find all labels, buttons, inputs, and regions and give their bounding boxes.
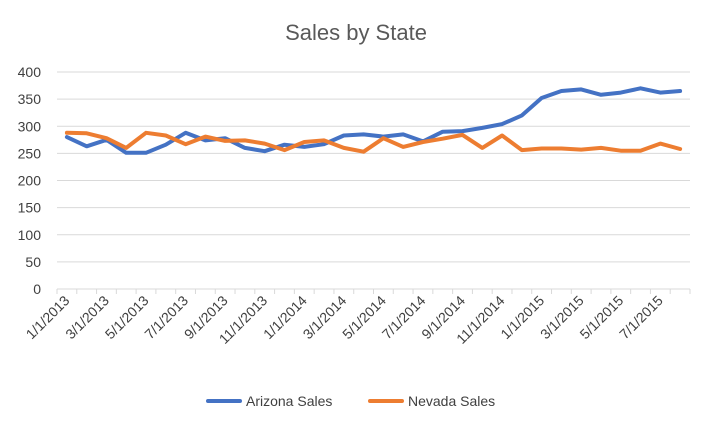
chart-title: Sales by State: [285, 20, 427, 45]
y-tick-label: 250: [18, 145, 42, 161]
legend-label: Arizona Sales: [246, 393, 332, 409]
y-tick-label: 0: [33, 281, 41, 297]
series-line-2: [64, 130, 683, 154]
y-tick-label: 50: [25, 254, 41, 270]
series-lines: [64, 86, 683, 155]
y-tick-label: 200: [18, 173, 42, 189]
y-axis-ticks: 0 50 100 150 200 250 300 350 400: [18, 64, 42, 297]
y-tick-label: 300: [18, 118, 42, 134]
y-tick-label: 400: [18, 64, 42, 80]
gridlines: [57, 71, 690, 290]
y-tick-label: 350: [18, 91, 42, 107]
legend: Arizona Sales Nevada Sales: [206, 393, 495, 409]
x-axis-ticks: 1/1/20133/1/20135/1/20137/1/20139/1/2013…: [23, 289, 691, 347]
y-tick-label: 150: [18, 200, 42, 216]
series-line-1: [64, 86, 683, 155]
y-tick-label: 100: [18, 227, 42, 243]
x-tick-label: 7/1/2015: [616, 292, 666, 342]
legend-label: Nevada Sales: [408, 393, 495, 409]
